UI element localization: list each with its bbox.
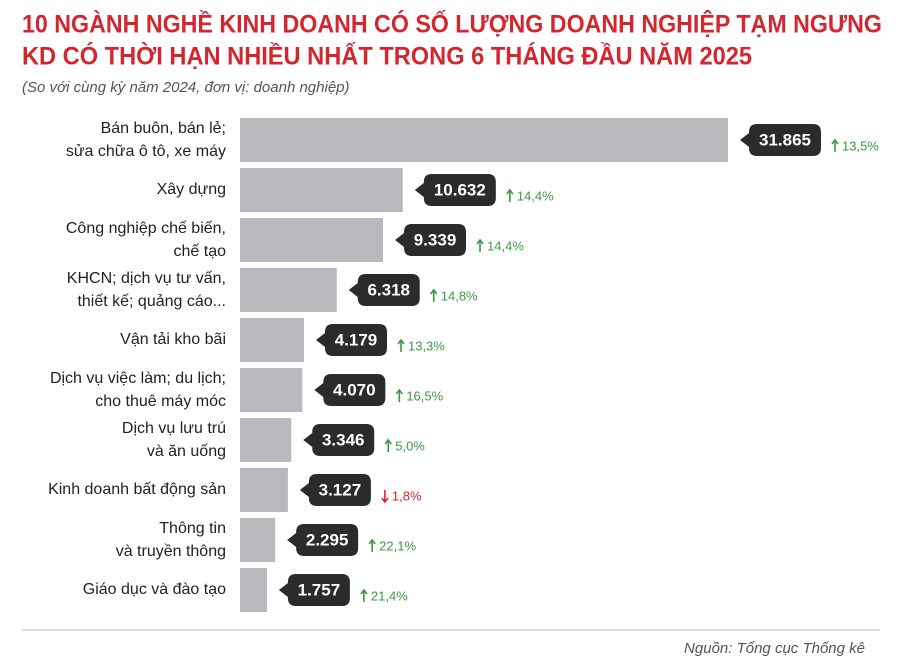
category-label: chế tạo <box>174 243 227 260</box>
value-bubble <box>395 224 467 256</box>
change-label: 14,4% <box>517 188 554 203</box>
bar <box>240 268 337 312</box>
change-arrow <box>430 288 438 302</box>
bar <box>240 318 304 362</box>
bar <box>240 218 384 262</box>
value-label: 4.179 <box>335 330 378 349</box>
bar <box>240 118 728 162</box>
value-label: 3.346 <box>322 430 365 449</box>
change-arrow <box>381 490 389 504</box>
chart-title: KD CÓ THỜI HẠN NHIỀU NHẤT TRONG 6 THÁNG … <box>22 41 752 71</box>
bar <box>240 418 292 462</box>
change-arrow <box>831 138 839 152</box>
category-label: Vận tải kho bãi <box>120 331 226 348</box>
value-bubble <box>287 524 359 556</box>
change-label: 13,3% <box>408 338 445 353</box>
value-bubble <box>740 124 821 156</box>
category-label: Công nghiệp chế biến, <box>66 220 226 237</box>
change-label: 14,4% <box>487 238 524 253</box>
change-label: 14,8% <box>441 288 478 303</box>
value-bubble <box>315 324 387 356</box>
change-label: 16,5% <box>406 388 443 403</box>
value-bubble <box>314 374 386 406</box>
value-label: 1.757 <box>298 580 341 599</box>
bar <box>240 368 303 412</box>
bar <box>240 468 288 512</box>
value-bubble <box>348 274 420 306</box>
bar <box>240 168 403 212</box>
category-label: cho thuê máy móc <box>95 393 226 410</box>
value-bubble <box>278 574 350 606</box>
change-arrow <box>360 588 368 602</box>
bar <box>240 518 276 562</box>
category-label: Thông tin <box>159 520 226 537</box>
value-bubble <box>414 174 496 206</box>
bar <box>240 568 267 612</box>
category-label: Dịch vụ lưu trú <box>122 420 226 437</box>
value-bubble <box>299 474 371 506</box>
value-label: 10.632 <box>434 180 486 199</box>
category-label: và truyền thông <box>116 543 226 560</box>
category-label: sửa chữa ô tô, xe máy <box>66 143 226 160</box>
value-label: 6.318 <box>367 280 410 299</box>
category-label: KHCN; dịch vụ tư vấn, <box>67 270 226 287</box>
value-label: 9.339 <box>414 230 457 249</box>
category-label: Bán buôn, bán lẻ; <box>101 120 226 137</box>
change-arrow <box>506 188 514 202</box>
change-label: 5,0% <box>395 438 425 453</box>
change-label: 22,1% <box>379 538 416 553</box>
value-label: 4.070 <box>333 380 376 399</box>
value-label: 31.865 <box>759 130 811 149</box>
change-label: 21,4% <box>371 588 408 603</box>
category-label: Dịch vụ việc làm; du lịch; <box>50 370 226 387</box>
source: Nguồn: Tổng cục Thống kê <box>684 640 865 657</box>
chart-subtitle: (So với cùng kỳ năm 2024, đơn vị: doanh … <box>22 79 350 96</box>
change-arrow <box>397 338 405 352</box>
change-arrow <box>476 238 484 252</box>
category-label: Kinh doanh bất động sản <box>48 481 226 498</box>
change-arrow <box>368 538 376 552</box>
value-bubble <box>303 424 375 456</box>
value-label: 3.127 <box>319 480 362 499</box>
change-arrow <box>384 438 392 452</box>
category-label: Xây dựng <box>157 181 226 198</box>
change-arrow <box>395 388 403 402</box>
category-label: Giáo dục và đào tạo <box>83 581 226 598</box>
category-label: và ăn uống <box>147 443 226 460</box>
chart-title: 10 NGÀNH NGHỀ KINH DOANH CÓ SỐ LƯỢNG DOA… <box>22 9 882 39</box>
category-label: thiết kế; quảng cáo... <box>77 293 226 310</box>
change-label: 1,8% <box>392 488 422 503</box>
value-label: 2.295 <box>306 530 349 549</box>
change-label: 13,5% <box>842 138 879 153</box>
